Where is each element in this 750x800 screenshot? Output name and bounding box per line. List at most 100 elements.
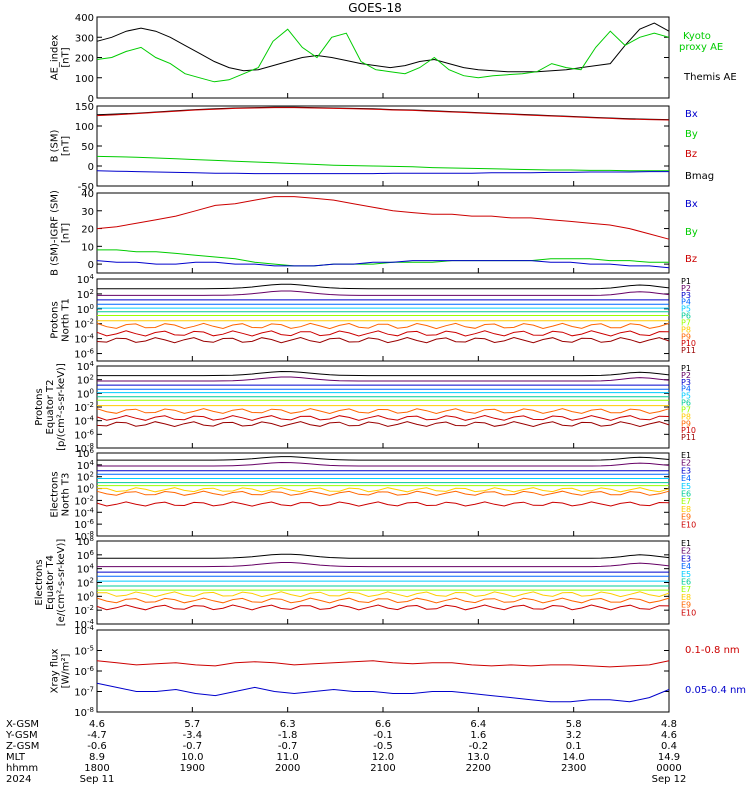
ytick-label-ae-4: 400 xyxy=(75,13,94,24)
ytick-label-b-1: 0 xyxy=(88,162,94,173)
ylabel-pe-1: Equator T2 xyxy=(45,380,56,435)
ytick-label-pe-1: 102 xyxy=(77,374,94,387)
xrow-val-5-4: 2300 xyxy=(561,763,586,774)
legend-en-E8: E8 xyxy=(681,505,691,514)
ylabel-b-0: B (SM) xyxy=(50,129,61,162)
ylabel-ee-0: Electrons xyxy=(34,559,45,605)
xrow-label-4: hhmm xyxy=(6,763,38,774)
series-xr-1 xyxy=(96,682,670,703)
series-ae-1 xyxy=(96,28,670,83)
ytick-label-b-0: -50 xyxy=(78,182,94,193)
xrow-label-1: Y-GSM xyxy=(5,730,38,741)
ylabel-xr-1: [W/m²] xyxy=(61,653,72,688)
xrow-val-6-4: 0000 xyxy=(656,763,681,774)
ylabel-ae-1: [nT] xyxy=(61,47,72,67)
channel-ee-E8 xyxy=(97,591,670,598)
series-b-3 xyxy=(96,170,669,175)
legend-xr-1: 0.05-0.4 nm xyxy=(685,685,746,696)
legend-en-E9: E9 xyxy=(681,513,691,522)
xrow-val-1-0: 5.7 xyxy=(184,719,200,730)
channel-pe-P9 xyxy=(96,408,670,415)
ylabel-pn-0: Protons xyxy=(50,301,61,338)
ytick-label-en-0: 106 xyxy=(77,447,95,460)
ytick-label-b-4: 150 xyxy=(75,102,94,113)
xrow-val-2-0: 6.3 xyxy=(280,719,296,730)
xrow-label-2: Z-GSM xyxy=(6,741,39,752)
xrow-val-3-1: -0.1 xyxy=(373,730,393,741)
xrow-label-3: MLT xyxy=(6,752,26,763)
channel-pe-P11 xyxy=(96,421,670,428)
xrow-val-4-3: 13.0 xyxy=(467,752,489,763)
legend-ae-themis: Themis AE xyxy=(683,72,737,83)
legend-pn-P5: P5 xyxy=(681,305,691,314)
ylabel-pn-1: North T1 xyxy=(61,298,72,342)
channel-en-E10 xyxy=(96,501,670,507)
legend-ee-E8: E8 xyxy=(681,593,691,602)
ytick-label-dbb-2: 20 xyxy=(81,225,94,236)
xrow-val-3-4: 2100 xyxy=(370,763,395,774)
channel-ee-E1 xyxy=(97,553,670,559)
ylabel-b-1: [nT] xyxy=(61,136,72,156)
ytick-label-b-3: 100 xyxy=(75,122,94,133)
xrow-val-4-2: -0.2 xyxy=(469,741,489,752)
ytick-label-pe-0: 104 xyxy=(77,360,95,373)
xrow-label-5: 2024 xyxy=(6,774,31,785)
legend-pn-P11: P11 xyxy=(681,346,696,355)
panel-frame-pe xyxy=(96,365,670,449)
legend-en-E1: E1 xyxy=(681,451,691,460)
panel-frame-b xyxy=(96,105,670,187)
ytick-label-en-6: 10-6 xyxy=(74,518,94,531)
panel-frame-dbb xyxy=(96,192,670,274)
legend-pe-P4: P4 xyxy=(681,385,691,394)
ytick-label-en-5: 10-4 xyxy=(74,506,94,519)
ytick-label-xr-3: 10-7 xyxy=(74,686,94,699)
ytick-label-dbb-1: 10 xyxy=(81,242,94,253)
ytick-label-ee-2: 104 xyxy=(77,563,95,576)
channel-en-E1 xyxy=(97,456,670,461)
ytick-label-pn-2: 100 xyxy=(77,303,94,316)
ylabel-en-1: North T3 xyxy=(61,473,72,517)
ytick-label-ee-5: 10-2 xyxy=(74,604,94,617)
xrow-val-1-3: 10.0 xyxy=(181,752,203,763)
ytick-label-pn-4: 10-4 xyxy=(74,333,94,346)
xrow-val-0-2: -0.6 xyxy=(87,741,107,752)
xrow-val-2-2: -0.7 xyxy=(278,741,298,752)
legend-ee-E5: E5 xyxy=(681,570,691,579)
channel-pn-P11 xyxy=(96,336,670,344)
xrow-val-0-5: Sep 11 xyxy=(80,774,115,785)
legend-pe-P11: P11 xyxy=(681,433,696,442)
xrow-val-1-1: -3.4 xyxy=(183,730,203,741)
xrow-val-5-2: 0.1 xyxy=(566,741,582,752)
legend-pe-P3: P3 xyxy=(681,378,691,387)
ylabel-en-0: Electrons xyxy=(50,471,61,517)
legend-pn-P10: P10 xyxy=(681,339,696,348)
legend-b-0: Bx xyxy=(685,109,698,120)
legend-en-E5: E5 xyxy=(681,482,691,491)
ytick-label-ae-0: 0 xyxy=(88,94,94,105)
ytick-label-pe-4: 10-4 xyxy=(74,415,94,428)
channel-pe-P2 xyxy=(97,376,670,382)
xrow-val-4-0: 6.4 xyxy=(470,719,486,730)
legend-pe-P9: P9 xyxy=(681,419,691,428)
xrow-val-6-0: 4.8 xyxy=(661,719,677,730)
xrow-val-4-1: 1.6 xyxy=(470,730,486,741)
ytick-label-pe-2: 100 xyxy=(77,387,94,400)
ytick-label-en-2: 102 xyxy=(77,471,94,484)
xrow-val-6-2: 0.4 xyxy=(661,741,677,752)
ytick-label-ee-3: 102 xyxy=(77,577,94,590)
legend-pe-P1: P1 xyxy=(681,364,691,373)
xrow-val-4-4: 2200 xyxy=(466,763,491,774)
legend-ee-E9: E9 xyxy=(681,601,691,610)
ylabel-pe-2: [p/(cm²-s-sr-keV)] xyxy=(56,363,67,451)
xrow-val-1-2: -0.7 xyxy=(183,741,203,752)
xrow-val-2-1: -1.8 xyxy=(278,730,298,741)
legend-pn-P8: P8 xyxy=(681,325,691,334)
legend-pn-P7: P7 xyxy=(681,318,691,327)
legend-ee-E1: E1 xyxy=(681,539,691,548)
legend-b-3: Bmag xyxy=(685,171,714,182)
chart-title: GOES-18 xyxy=(348,1,402,15)
series-b-1 xyxy=(96,107,670,121)
series-dbb-0 xyxy=(96,196,670,240)
legend-pn-P4: P4 xyxy=(681,298,691,307)
